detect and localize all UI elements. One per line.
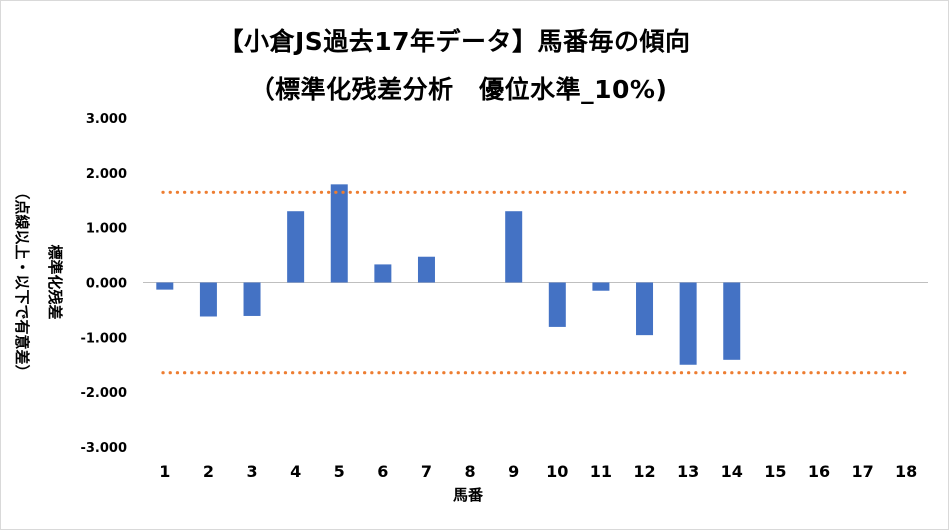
x-tick-label: 10 [546, 462, 568, 481]
significance-lines [161, 190, 908, 375]
x-tick-label: 18 [895, 462, 917, 481]
x-tick-label: 2 [203, 462, 214, 481]
x-tick-label: 12 [633, 462, 655, 481]
x-tick-label: 5 [334, 462, 345, 481]
x-tick-label: 13 [677, 462, 699, 481]
x-tick-label: 16 [808, 462, 830, 481]
bar [505, 211, 523, 283]
x-tick-label: 15 [764, 462, 786, 481]
x-tick-label: 9 [508, 462, 519, 481]
y-tick-label: 1.000 [86, 222, 127, 237]
y-tick-label: -1.000 [80, 331, 127, 346]
x-tick-label: 6 [377, 462, 388, 481]
x-tick-label: 1 [159, 462, 170, 481]
bar [156, 282, 174, 290]
bar [287, 211, 305, 283]
bar [723, 282, 741, 360]
bar [679, 282, 697, 365]
y-axis-label: 標準化残差 [46, 244, 64, 319]
x-tick-label: 8 [465, 462, 476, 481]
bars [156, 184, 741, 365]
bar [330, 184, 348, 283]
x-tick-label: 14 [721, 462, 743, 481]
chart-title: 【小倉JS過去17年データ】馬番毎の傾向 [218, 27, 691, 56]
x-tick-label: 17 [851, 462, 873, 481]
x-axis-label: 馬番 [453, 486, 484, 504]
y-tick-label: -3.000 [80, 441, 127, 456]
x-tick-labels: 1 2 3 4 5 6 7 8 9 10 11 12 13 14 15 16 17 18 [159, 462, 917, 481]
bar [374, 264, 392, 283]
x-tick-label: 7 [421, 462, 432, 481]
x-tick-label: 3 [246, 462, 257, 481]
bar [548, 282, 566, 327]
x-tick-label: 4 [290, 462, 301, 481]
x-tick-label: 11 [590, 462, 612, 481]
bar [243, 282, 261, 316]
bar [636, 282, 654, 336]
bar [417, 256, 435, 283]
y-axis-note: （点線以上・以下で有意差） [13, 184, 31, 379]
y-tick-label: 2.000 [86, 167, 127, 182]
bar [199, 282, 217, 317]
y-tick-label: 3.000 [86, 112, 127, 127]
bar [592, 282, 610, 291]
y-tick-label: -2.000 [80, 386, 127, 401]
y-tick-label: 0.000 [86, 277, 127, 292]
chart-subtitle: （標準化残差分析 優位水準_10%) [249, 75, 668, 104]
y-tick-labels: 3.000 2.000 1.000 0.000 -1.000 -2.000 -3.000 [80, 112, 127, 456]
